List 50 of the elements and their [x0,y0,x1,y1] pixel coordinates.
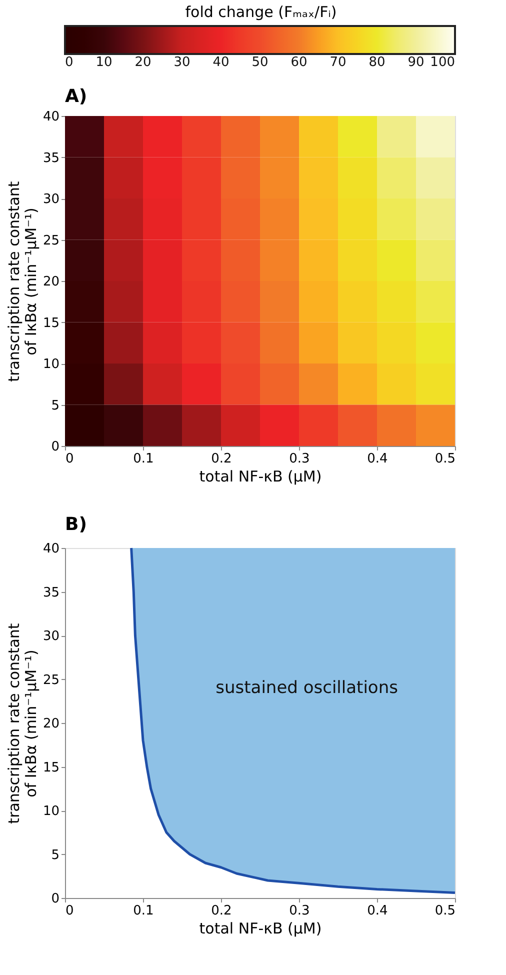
y-tick-label: 15 [42,316,60,331]
y-tick-label: 40 [42,110,60,124]
y-axis-title: transcription rate constant of IκBα (min⁻¹µM⁻¹) [4,623,40,824]
chart-title: A) [65,86,88,107]
y-tick-label: 30 [42,629,60,644]
y-tick-label: 25 [42,672,60,688]
y-tick-label: 35 [42,585,60,600]
annotation: sustained oscillations [216,678,398,698]
color-bar-label: 70 [330,55,346,70]
x-tick-label: 0 [66,904,74,918]
color-bar-label: 10 [96,55,112,70]
x-tick-label: 0.4 [367,452,388,466]
color-bar-label: 0 [65,55,74,70]
y-tick-label: 5 [51,848,60,863]
line-series [130,546,456,894]
color-bar-label: 40 [212,55,230,70]
color-bar-label: 30 [174,55,190,70]
y-tick-label: 20 [42,716,60,732]
x-tick-label: 0.1 [133,904,154,918]
x-tick-label: 0.4 [367,904,388,918]
y-tick-label: 0 [51,440,60,454]
x-tick-label: 0 [66,452,74,466]
y-tick-label: 25 [42,233,60,248]
y-tick-label: 0 [51,892,60,906]
y-tick-label: 10 [42,357,60,372]
x-tick-label: 0.3 [289,452,310,466]
x-tick-label: 0.3 [289,904,310,918]
x-tick-label: 0.2 [211,904,232,918]
x-tick-label: 0.5 [434,904,456,918]
y-tick-label: 40 [42,542,60,556]
color-bar-title: fold change (Fₘₐₓ/Fᵢ) [185,3,337,21]
x-tick-label: 0.5 [434,452,456,466]
color-bar-label: 20 [134,55,152,70]
y-tick-label: 5 [51,398,60,414]
color-bar-label: 80 [368,55,386,70]
color-bar-label: 60 [290,55,308,70]
x-axis-title: total NF-κB (µM) [199,920,322,938]
color-bar-label: 50 [252,55,268,70]
y-tick-label: 30 [42,192,60,207]
y-tick-label: 20 [42,274,60,290]
y-tick-label: 35 [42,150,60,166]
y-axis-title: transcription rate constant of IκBα (min⁻¹µM⁻¹) [4,181,40,382]
color-bar-label: 90 [408,55,424,70]
color-bar-label: 100 [430,55,455,70]
y-tick-label: 10 [42,804,60,819]
y-tick-label: 15 [42,760,60,776]
x-tick-label: 0.2 [211,452,232,466]
x-tick-label: 0.1 [133,452,154,466]
chart-title: B) [65,514,87,535]
x-axis-title: total NF-κB (µM) [199,468,322,486]
